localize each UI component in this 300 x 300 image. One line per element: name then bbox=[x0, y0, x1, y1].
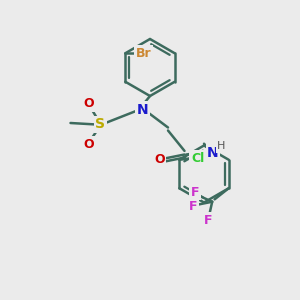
Text: N: N bbox=[137, 103, 148, 116]
Text: H: H bbox=[217, 141, 226, 152]
Text: F: F bbox=[203, 214, 212, 227]
Text: Cl: Cl bbox=[191, 152, 204, 165]
Text: O: O bbox=[83, 97, 94, 110]
Text: N: N bbox=[207, 146, 219, 160]
Text: O: O bbox=[154, 152, 165, 166]
Text: O: O bbox=[83, 137, 94, 151]
Text: Br: Br bbox=[136, 47, 151, 60]
Text: S: S bbox=[95, 118, 106, 131]
Text: F: F bbox=[190, 186, 199, 199]
Text: F: F bbox=[189, 200, 198, 213]
